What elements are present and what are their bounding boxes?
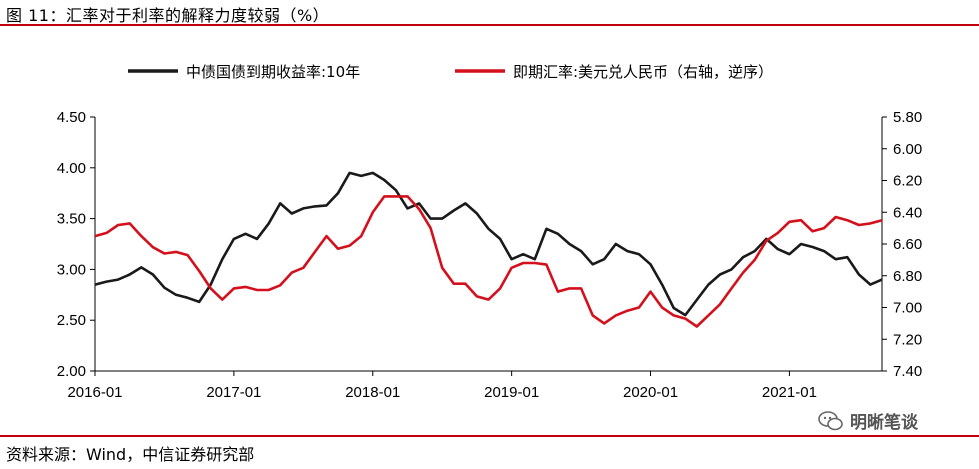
x-tick-label: 2020-01 xyxy=(623,384,678,401)
x-tick-label: 2018-01 xyxy=(345,384,400,401)
source-rule xyxy=(0,435,979,437)
bond-yield-line xyxy=(94,171,883,317)
watermark-text: 明晰笔谈 xyxy=(850,413,918,433)
title-rule xyxy=(0,24,979,26)
right-tick-label: 7.20 xyxy=(893,331,922,348)
right-tick-label: 5.80 xyxy=(893,109,922,126)
left-tick-label: 3.50 xyxy=(57,211,86,228)
usdcny-line xyxy=(94,195,883,328)
series-layer xyxy=(94,171,883,328)
right-tick-label: 6.60 xyxy=(893,236,922,253)
right-tick-label: 6.80 xyxy=(893,268,922,285)
legend-label: 即期汇率:美元兑人民币（右轴，逆序） xyxy=(513,63,773,81)
source-note: 资料来源：Wind，中信证券研究部 xyxy=(6,445,255,464)
left-tick-label: 4.00 xyxy=(57,160,86,177)
x-tick-label: 2021-01 xyxy=(762,384,817,401)
x-tick-label: 2017-01 xyxy=(206,384,261,401)
right-tick-label: 7.00 xyxy=(893,300,922,317)
legend-label: 中债国债到期收益率:10年 xyxy=(186,63,360,81)
right-tick-label: 7.40 xyxy=(893,363,922,380)
right-tick-label: 6.20 xyxy=(893,173,922,190)
left-tick-label: 2.50 xyxy=(57,312,86,329)
x-tick-label: 2016-01 xyxy=(67,384,122,401)
left-tick-label: 4.50 xyxy=(57,109,86,126)
right-tick-label: 6.40 xyxy=(893,204,922,221)
watermark: 明晰笔谈 xyxy=(818,408,918,433)
left-tick-label: 2.00 xyxy=(57,363,86,380)
right-axis: 5.80 6.00 6.20 6.40 6.60 6.80 7.00 7.20 7.40 xyxy=(882,109,922,380)
figure-title: 图 11：汇率对于利率的解释力度较弱（%） xyxy=(6,6,330,25)
x-tick-label: 2019-01 xyxy=(484,384,539,401)
left-tick-label: 3.00 xyxy=(57,261,86,278)
right-tick-label: 6.00 xyxy=(893,141,922,158)
left-axis: 2.00 2.50 3.00 3.50 4.00 4.50 xyxy=(57,109,95,380)
legend: 中债国债到期收益率:10年 即期汇率:美元兑人民币（右轴，逆序） xyxy=(128,63,773,81)
x-axis: 2016-01 2017-01 2018-01 2019-01 2020-01 2021-… xyxy=(67,371,817,401)
wechat-icon xyxy=(818,410,843,430)
